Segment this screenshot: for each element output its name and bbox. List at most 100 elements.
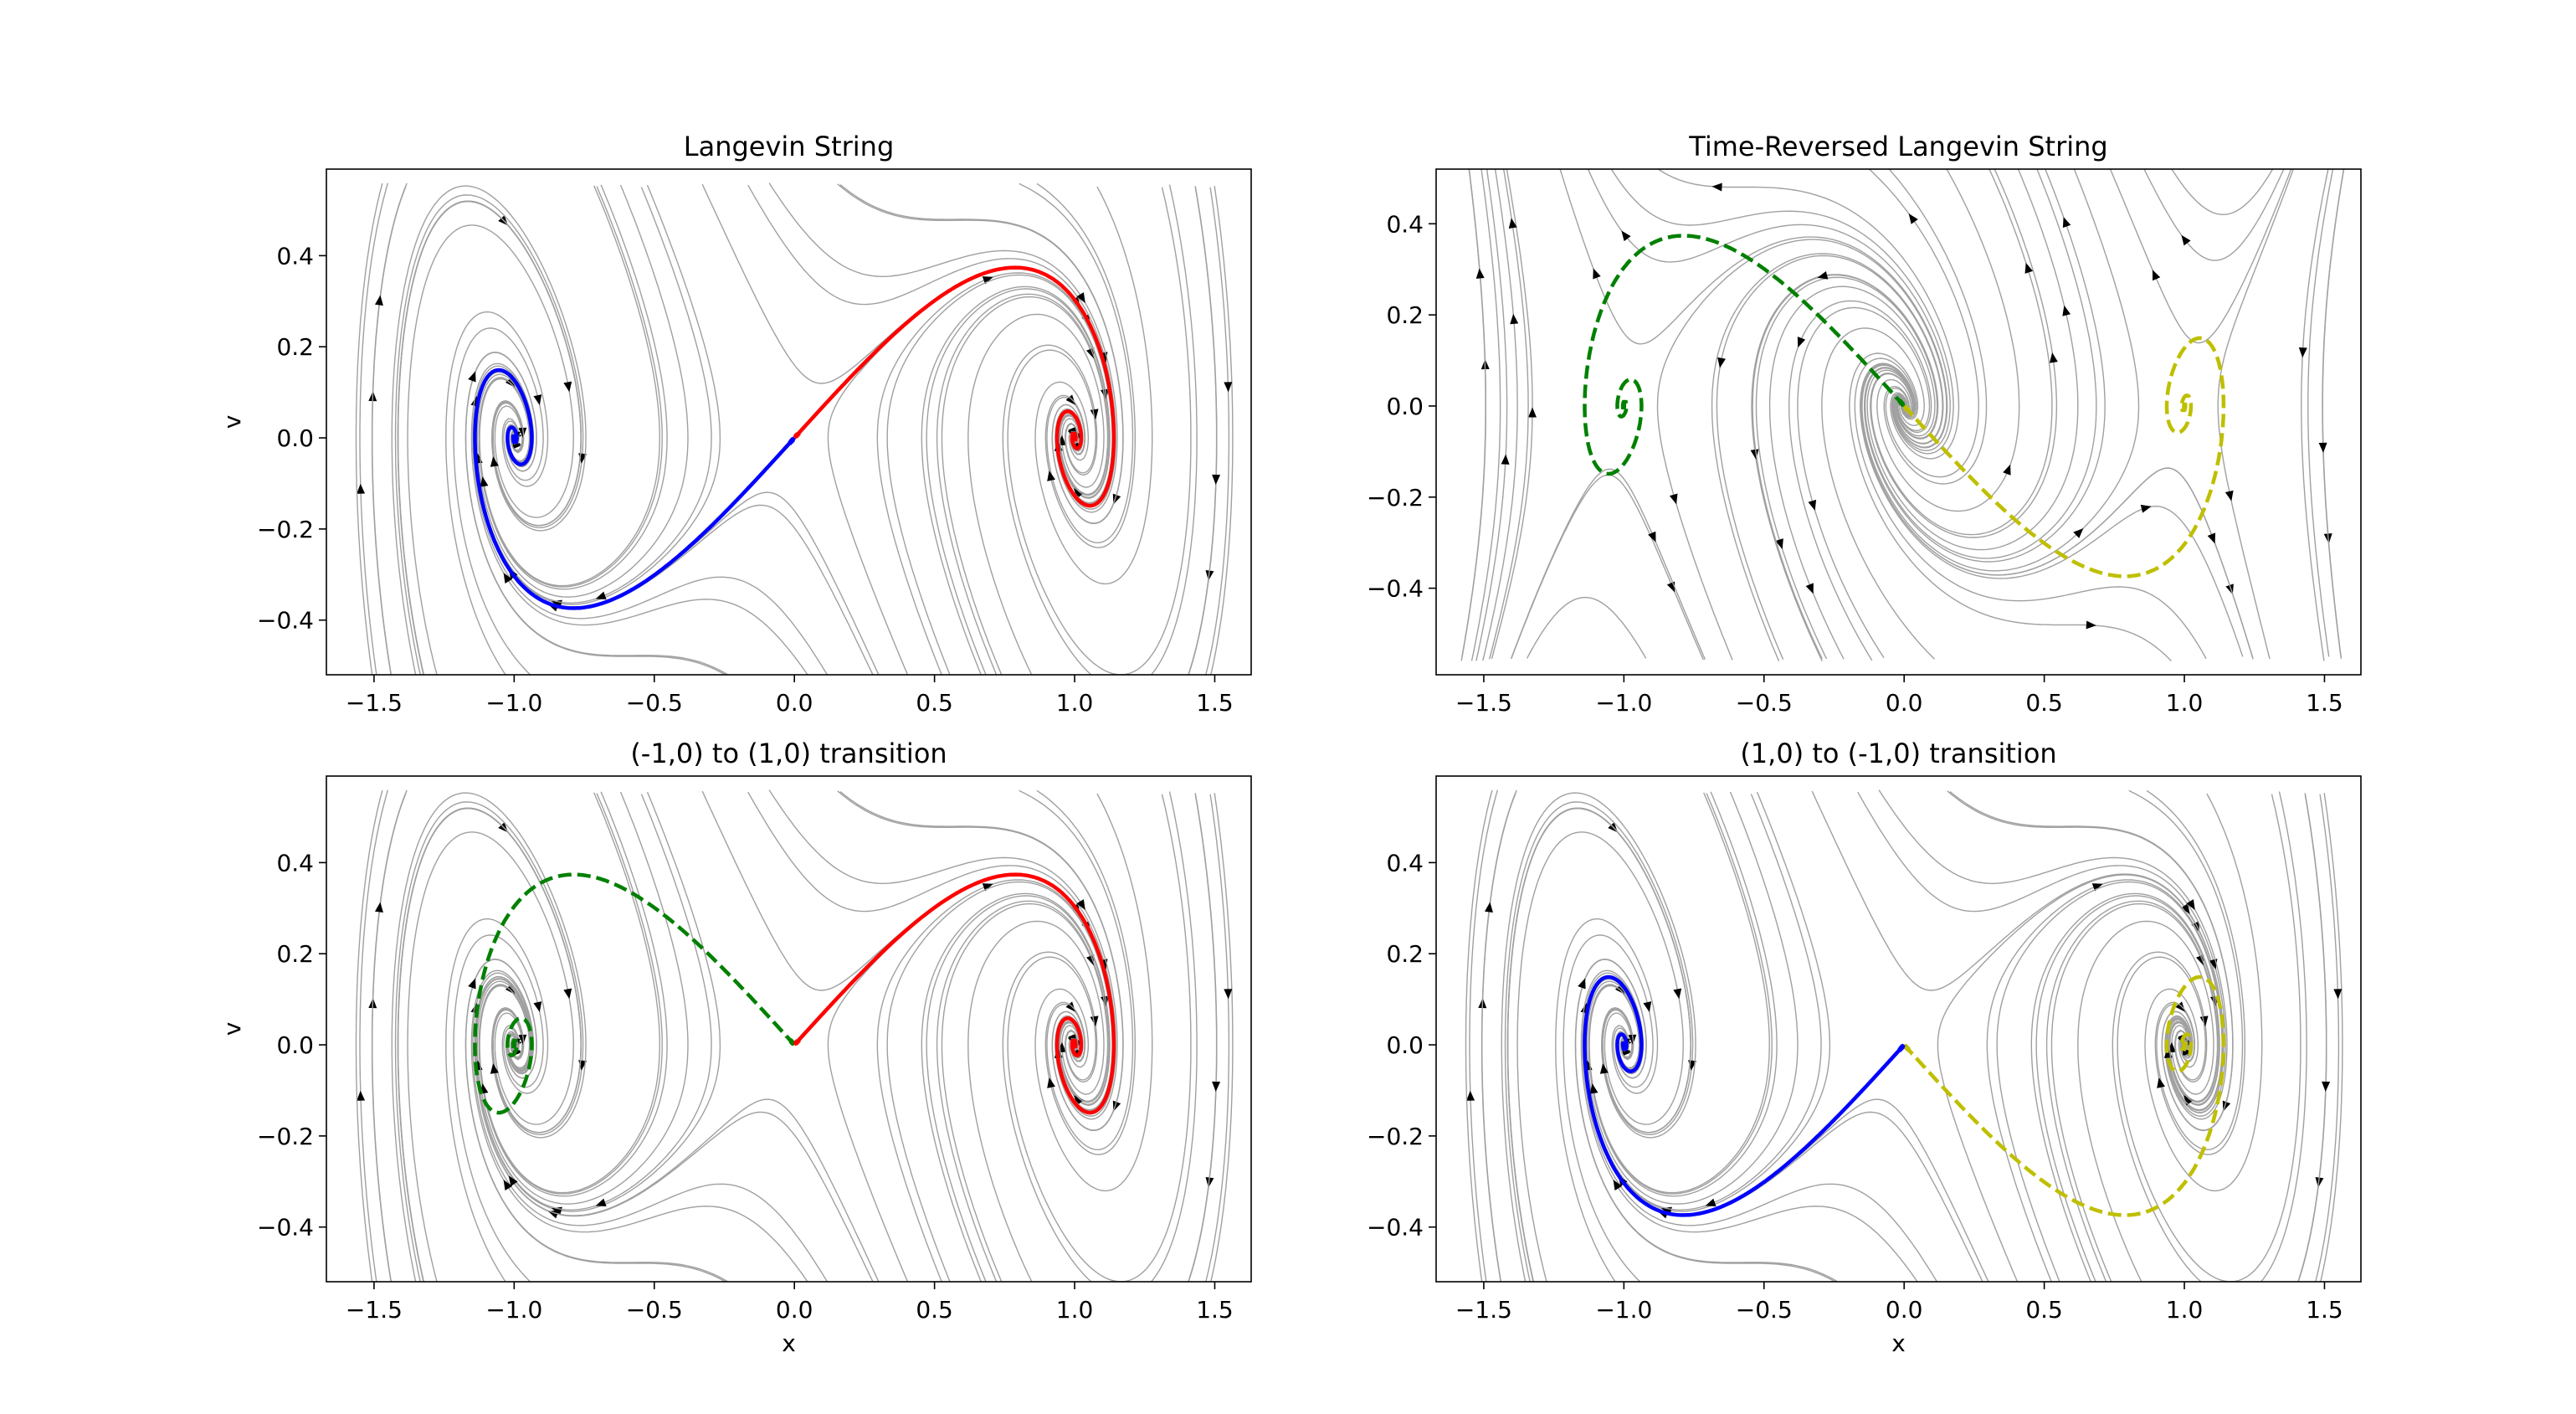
streamline	[373, 183, 408, 366]
streamline	[373, 183, 383, 220]
streamline-arrow	[2224, 490, 2234, 501]
streamline	[394, 898, 421, 1282]
streamline	[1756, 791, 1799, 900]
streamline	[2183, 169, 2292, 344]
streamline-arrow	[1669, 493, 1678, 505]
streamline-arrow	[2222, 1100, 2231, 1112]
streamline-arrow	[2180, 903, 2190, 914]
streamline-arrow	[1508, 218, 1517, 229]
streamline	[1937, 1190, 1983, 1282]
streamline-arrow	[1224, 989, 1233, 1000]
series-green-dashed	[473, 872, 796, 1115]
streamline-arrow	[1578, 978, 1586, 990]
streamline	[2323, 793, 2343, 1264]
streamline	[373, 1263, 377, 1282]
x-tick-label: −0.5	[626, 689, 683, 717]
streamline	[2301, 187, 2326, 661]
y-tick-label: −0.4	[257, 1214, 314, 1242]
y-tick-label: 0.4	[1386, 849, 1424, 877]
streamline	[2017, 169, 2079, 407]
streamline-arrow	[1673, 988, 1682, 1000]
streamline	[2146, 789, 2185, 827]
streamline	[2183, 478, 2254, 660]
x-tick-label: −1.0	[1595, 1296, 1652, 1324]
series-blue-solid	[473, 368, 796, 610]
x-tick-label: −1.5	[1455, 689, 1512, 717]
streamline	[2322, 332, 2342, 659]
streamline	[886, 898, 969, 1282]
x-axis-label: x	[782, 1329, 796, 1357]
streamline	[2117, 794, 2301, 1282]
streamline	[1205, 219, 1230, 675]
streamline-arrow	[1775, 538, 1783, 550]
streamline-arrow	[508, 1175, 518, 1186]
streamline	[445, 918, 549, 1282]
streamline	[1763, 478, 1828, 660]
streamline-arrow	[2024, 262, 2034, 274]
streamline-arrow	[1717, 357, 1726, 368]
streamline	[1470, 187, 1501, 661]
streamline	[1752, 274, 1939, 660]
streamline	[1868, 169, 1939, 261]
streamline	[394, 291, 421, 675]
streamline	[967, 1190, 1003, 1282]
streamline	[1763, 624, 1780, 661]
y-tick-label: 0.2	[276, 940, 314, 968]
streamline	[2109, 169, 2185, 334]
panel-2: −1.5 −1.0 −0.5 0.0 0.5 1.0 1.5 −0.4 −0.2 0.0 0.2 0.…	[1367, 131, 2362, 717]
streamline	[2217, 169, 2295, 407]
streamline	[1468, 169, 1485, 333]
x-tick-label: 0.0	[1886, 1296, 1923, 1324]
streamline	[1214, 186, 1234, 657]
y-tick-label: −0.4	[257, 607, 314, 635]
x-tick-label: 1.5	[1196, 689, 1234, 717]
x-tick-label: 0.0	[1886, 689, 1923, 717]
streamline-arrow	[595, 1198, 607, 1206]
streamline	[1555, 918, 1659, 1282]
streamline	[1657, 792, 1770, 1194]
streamline	[1763, 1262, 1836, 1282]
streamline-arrow	[1212, 1081, 1221, 1092]
streamline	[1480, 169, 1485, 188]
streamline-arrow	[1224, 382, 1233, 393]
streamline	[547, 792, 660, 1194]
x-tick-label: 1.5	[1196, 1296, 1234, 1324]
streamline-arrow	[982, 883, 993, 892]
streamline	[1188, 364, 1218, 675]
streamline-arrow	[1599, 1063, 1609, 1074]
streamline	[1797, 406, 1885, 659]
streamline	[1996, 898, 2079, 1282]
streamline	[1878, 789, 1905, 827]
streamline	[1074, 184, 1198, 675]
streamline-arrow	[490, 1063, 499, 1074]
y-tick-label: −0.2	[1367, 484, 1424, 512]
streamline-arrow	[1112, 1100, 1121, 1112]
streamline	[827, 1190, 874, 1282]
streamline-arrow	[2207, 532, 2216, 544]
streamline	[640, 794, 655, 827]
streamline	[837, 790, 1124, 1131]
streamline-arrow	[2181, 234, 2191, 246]
streamline-arrow	[2152, 270, 2161, 281]
streamline	[596, 793, 655, 973]
streamline	[827, 437, 909, 675]
streamline-arrow	[2062, 217, 2071, 229]
streamline	[839, 791, 935, 827]
streamline	[1903, 169, 2020, 512]
axes-frame	[1435, 775, 2362, 1283]
streamline	[1729, 791, 1799, 1046]
streamline	[1903, 624, 1935, 660]
streamline	[1465, 825, 1485, 1282]
streamline	[967, 1044, 1033, 1282]
streamline-arrow	[1643, 1001, 1652, 1012]
streamline	[513, 1262, 531, 1282]
panel-4: −1.5 −1.0 −0.5 0.0 0.5 1.0 1.5 −0.4 −0.2 0.0 0.2 0.…	[1367, 738, 2362, 1357]
x-tick-label: 0.5	[916, 689, 953, 717]
streamline	[2319, 794, 2326, 826]
streamline	[407, 438, 438, 675]
streamline-arrow	[1908, 213, 1918, 224]
streamline-arrow	[503, 573, 513, 584]
streamline	[1797, 551, 1845, 660]
streamline	[1656, 551, 1704, 661]
